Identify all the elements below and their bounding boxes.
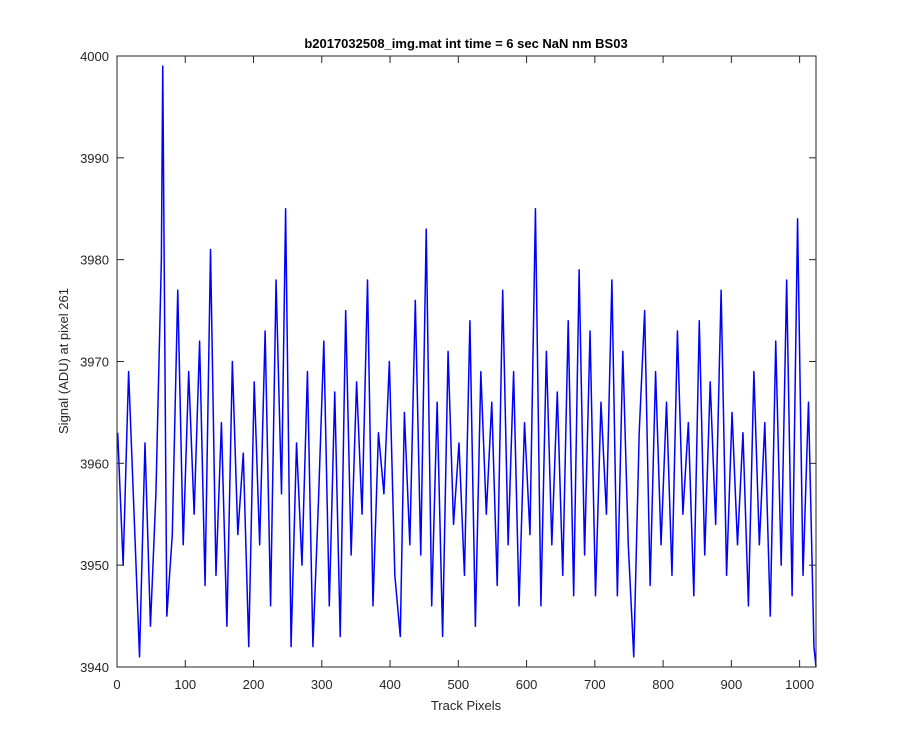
y-tick-label: 3990 — [80, 151, 109, 166]
y-tick-label: 3980 — [80, 253, 109, 268]
x-axis-label: Track Pixels — [431, 698, 502, 713]
x-tick-label: 800 — [652, 677, 674, 692]
x-tick-label: 100 — [174, 677, 196, 692]
x-tick-label: 900 — [721, 677, 743, 692]
x-tick-label: 0 — [113, 677, 120, 692]
y-axis-label: Signal (ADU) at pixel 261 — [56, 288, 71, 434]
y-tick-label: 4000 — [80, 49, 109, 64]
x-tick-label: 700 — [584, 677, 606, 692]
chart-title: b2017032508_img.mat int time = 6 sec NaN… — [304, 36, 627, 51]
x-tick-label: 500 — [447, 677, 469, 692]
y-tick-label: 3950 — [80, 558, 109, 573]
series-layer — [116, 65, 817, 668]
x-tick-label: 200 — [243, 677, 265, 692]
axes-background — [117, 56, 816, 667]
y-tick-label: 3940 — [80, 660, 109, 675]
y-tick-label: 3970 — [80, 355, 109, 370]
x-tick-label: 600 — [516, 677, 538, 692]
x-tick-label: 1000 — [785, 677, 814, 692]
ticks-layer: 0 100 200 300 400 500 600 700 800 900 1000 3940 3950… — [80, 49, 816, 692]
x-tick-label: 400 — [379, 677, 401, 692]
series-line-0 — [116, 65, 817, 668]
y-tick-label: 3960 — [80, 456, 109, 471]
x-tick-label: 300 — [311, 677, 333, 692]
